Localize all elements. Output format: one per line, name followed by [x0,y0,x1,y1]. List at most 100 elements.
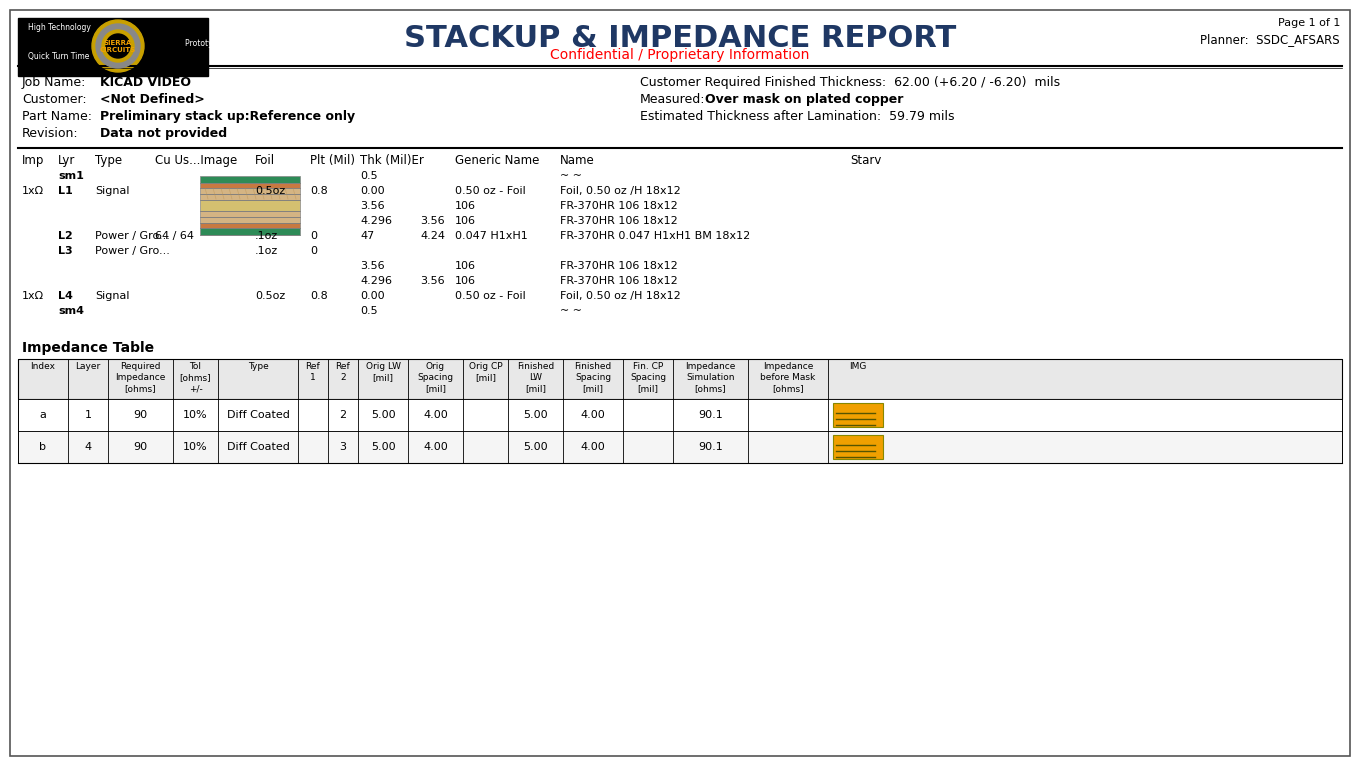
Text: Confidential / Proprietary Information: Confidential / Proprietary Information [551,48,809,62]
Text: 106: 106 [456,261,476,271]
Text: 0.5oz: 0.5oz [256,186,286,196]
Text: FR-370HR 106 18x12: FR-370HR 106 18x12 [560,201,677,211]
Text: Imp: Imp [22,154,45,167]
Bar [18,359,1342,399]
Text: Customer Required Finished Thickness:  62.00 (+6.20 / -6.20)  mils: Customer Required Finished Thickness: 62… [641,76,1061,89]
Circle shape [102,30,135,62]
Text: Job Name:: Job Name: [22,76,87,89]
Text: 0.5: 0.5 [360,171,378,181]
Text: Ref
1: Ref 1 [306,362,321,382]
Text: 3: 3 [340,442,347,452]
Text: FR-370HR 106 18x12: FR-370HR 106 18x12 [560,216,677,226]
Text: 0.50 oz - Foil: 0.50 oz - Foil [456,186,526,196]
Text: 4.00: 4.00 [423,442,447,452]
Text: Power / Gro...: Power / Gro... [95,246,170,256]
Text: Customer:: Customer: [22,93,87,106]
Text: STACKUP & IMPEDANCE REPORT: STACKUP & IMPEDANCE REPORT [404,24,956,53]
Text: 0.5: 0.5 [360,306,378,316]
Text: 0.00: 0.00 [360,291,385,301]
Text: Index: Index [30,362,56,371]
Text: 4: 4 [84,442,91,452]
Circle shape [97,24,140,68]
Text: .1oz: .1oz [256,246,279,256]
Text: 4.24: 4.24 [420,231,445,241]
Text: Name: Name [560,154,594,167]
Text: Part Name:: Part Name: [22,110,92,123]
Text: b: b [39,442,46,452]
Text: 1: 1 [84,410,91,420]
Text: Finished
LW
[mil]: Finished LW [mil] [517,362,554,393]
Text: 0: 0 [310,246,317,256]
Text: 0.5oz: 0.5oz [256,291,286,301]
Text: Diff Coated: Diff Coated [227,442,290,452]
Text: Cu Us...Image: Cu Us...Image [155,154,237,167]
Text: FR-370HR 0.047 H1xH1 BM 18x12: FR-370HR 0.047 H1xH1 BM 18x12 [560,231,751,241]
Text: Diff Coated: Diff Coated [227,410,290,420]
Text: Quick Turn Time: Quick Turn Time [29,52,90,61]
Text: 90.1: 90.1 [698,442,724,452]
Bar [832,403,883,427]
Text: Data not provided: Data not provided [101,127,227,140]
Text: Tol
[ohms]
+/-: Tol [ohms] +/- [180,362,211,393]
Text: 0.047 H1xH1: 0.047 H1xH1 [456,231,528,241]
Text: <Not Defined>: <Not Defined> [101,93,205,106]
Text: sm1: sm1 [58,171,84,181]
Text: Type: Type [95,154,122,167]
Text: ~ ~: ~ ~ [560,306,582,316]
Text: 3.56: 3.56 [360,201,385,211]
Text: 90: 90 [133,442,148,452]
Text: Starv: Starv [850,154,881,167]
Text: Signal: Signal [95,291,129,301]
Text: L2: L2 [58,231,72,241]
Text: 5.00: 5.00 [371,410,396,420]
Text: Ref
2: Ref 2 [336,362,351,382]
Text: 90.1: 90.1 [698,410,724,420]
Bar [200,176,301,183]
Text: Estimated Thickness after Lamination:  59.79 mils: Estimated Thickness after Lamination: 59… [641,110,955,123]
Text: IMG: IMG [849,362,866,371]
Bar [18,399,1342,431]
Text: Power / Gro...: Power / Gro... [95,231,170,241]
Text: Finished
Spacing
[mil]: Finished Spacing [mil] [574,362,612,393]
Text: SIERRA
CIRCUITS: SIERRA CIRCUITS [99,40,136,53]
Text: 0.8: 0.8 [310,291,328,301]
Text: Type: Type [248,362,268,371]
Text: 4.00: 4.00 [581,410,605,420]
Text: Plt (Mil): Plt (Mil) [310,154,355,167]
Text: Prototype PCBs: Prototype PCBs [185,39,243,48]
Bar [200,183,301,188]
Text: Measured:: Measured: [641,93,706,106]
Text: 5.00: 5.00 [371,442,396,452]
Text: 5.00: 5.00 [524,442,548,452]
Text: 106: 106 [456,276,476,286]
Text: 10%: 10% [184,442,208,452]
Text: High Technology: High Technology [29,23,91,32]
Text: Lyr: Lyr [58,154,75,167]
Text: 0: 0 [310,231,317,241]
Text: 47: 47 [360,231,374,241]
Text: 3.56: 3.56 [360,261,385,271]
Bar [200,188,301,194]
Text: 5.00: 5.00 [524,410,548,420]
Text: 1xΩ: 1xΩ [22,291,44,301]
Bar [832,435,883,459]
Text: 4.00: 4.00 [581,442,605,452]
Text: Orig
Spacing
[mil]: Orig Spacing [mil] [418,362,454,393]
Text: Orig LW
[mil]: Orig LW [mil] [366,362,400,382]
Bar [200,194,301,200]
Text: 3.56: 3.56 [420,216,445,226]
Text: .1oz: .1oz [256,231,279,241]
Text: 0.00: 0.00 [360,186,385,196]
Bar [200,223,301,228]
Text: 0.8: 0.8 [310,186,328,196]
Text: 10%: 10% [184,410,208,420]
Text: Generic Name: Generic Name [456,154,540,167]
Bar [200,228,301,235]
Text: 2: 2 [340,410,347,420]
Text: 90: 90 [133,410,148,420]
Bar [200,211,301,217]
Bar [18,431,1342,463]
Text: Revision:: Revision: [22,127,79,140]
Text: Impedance
before Mask
[ohms]: Impedance before Mask [ohms] [760,362,816,393]
Text: FR-370HR 106 18x12: FR-370HR 106 18x12 [560,276,677,286]
